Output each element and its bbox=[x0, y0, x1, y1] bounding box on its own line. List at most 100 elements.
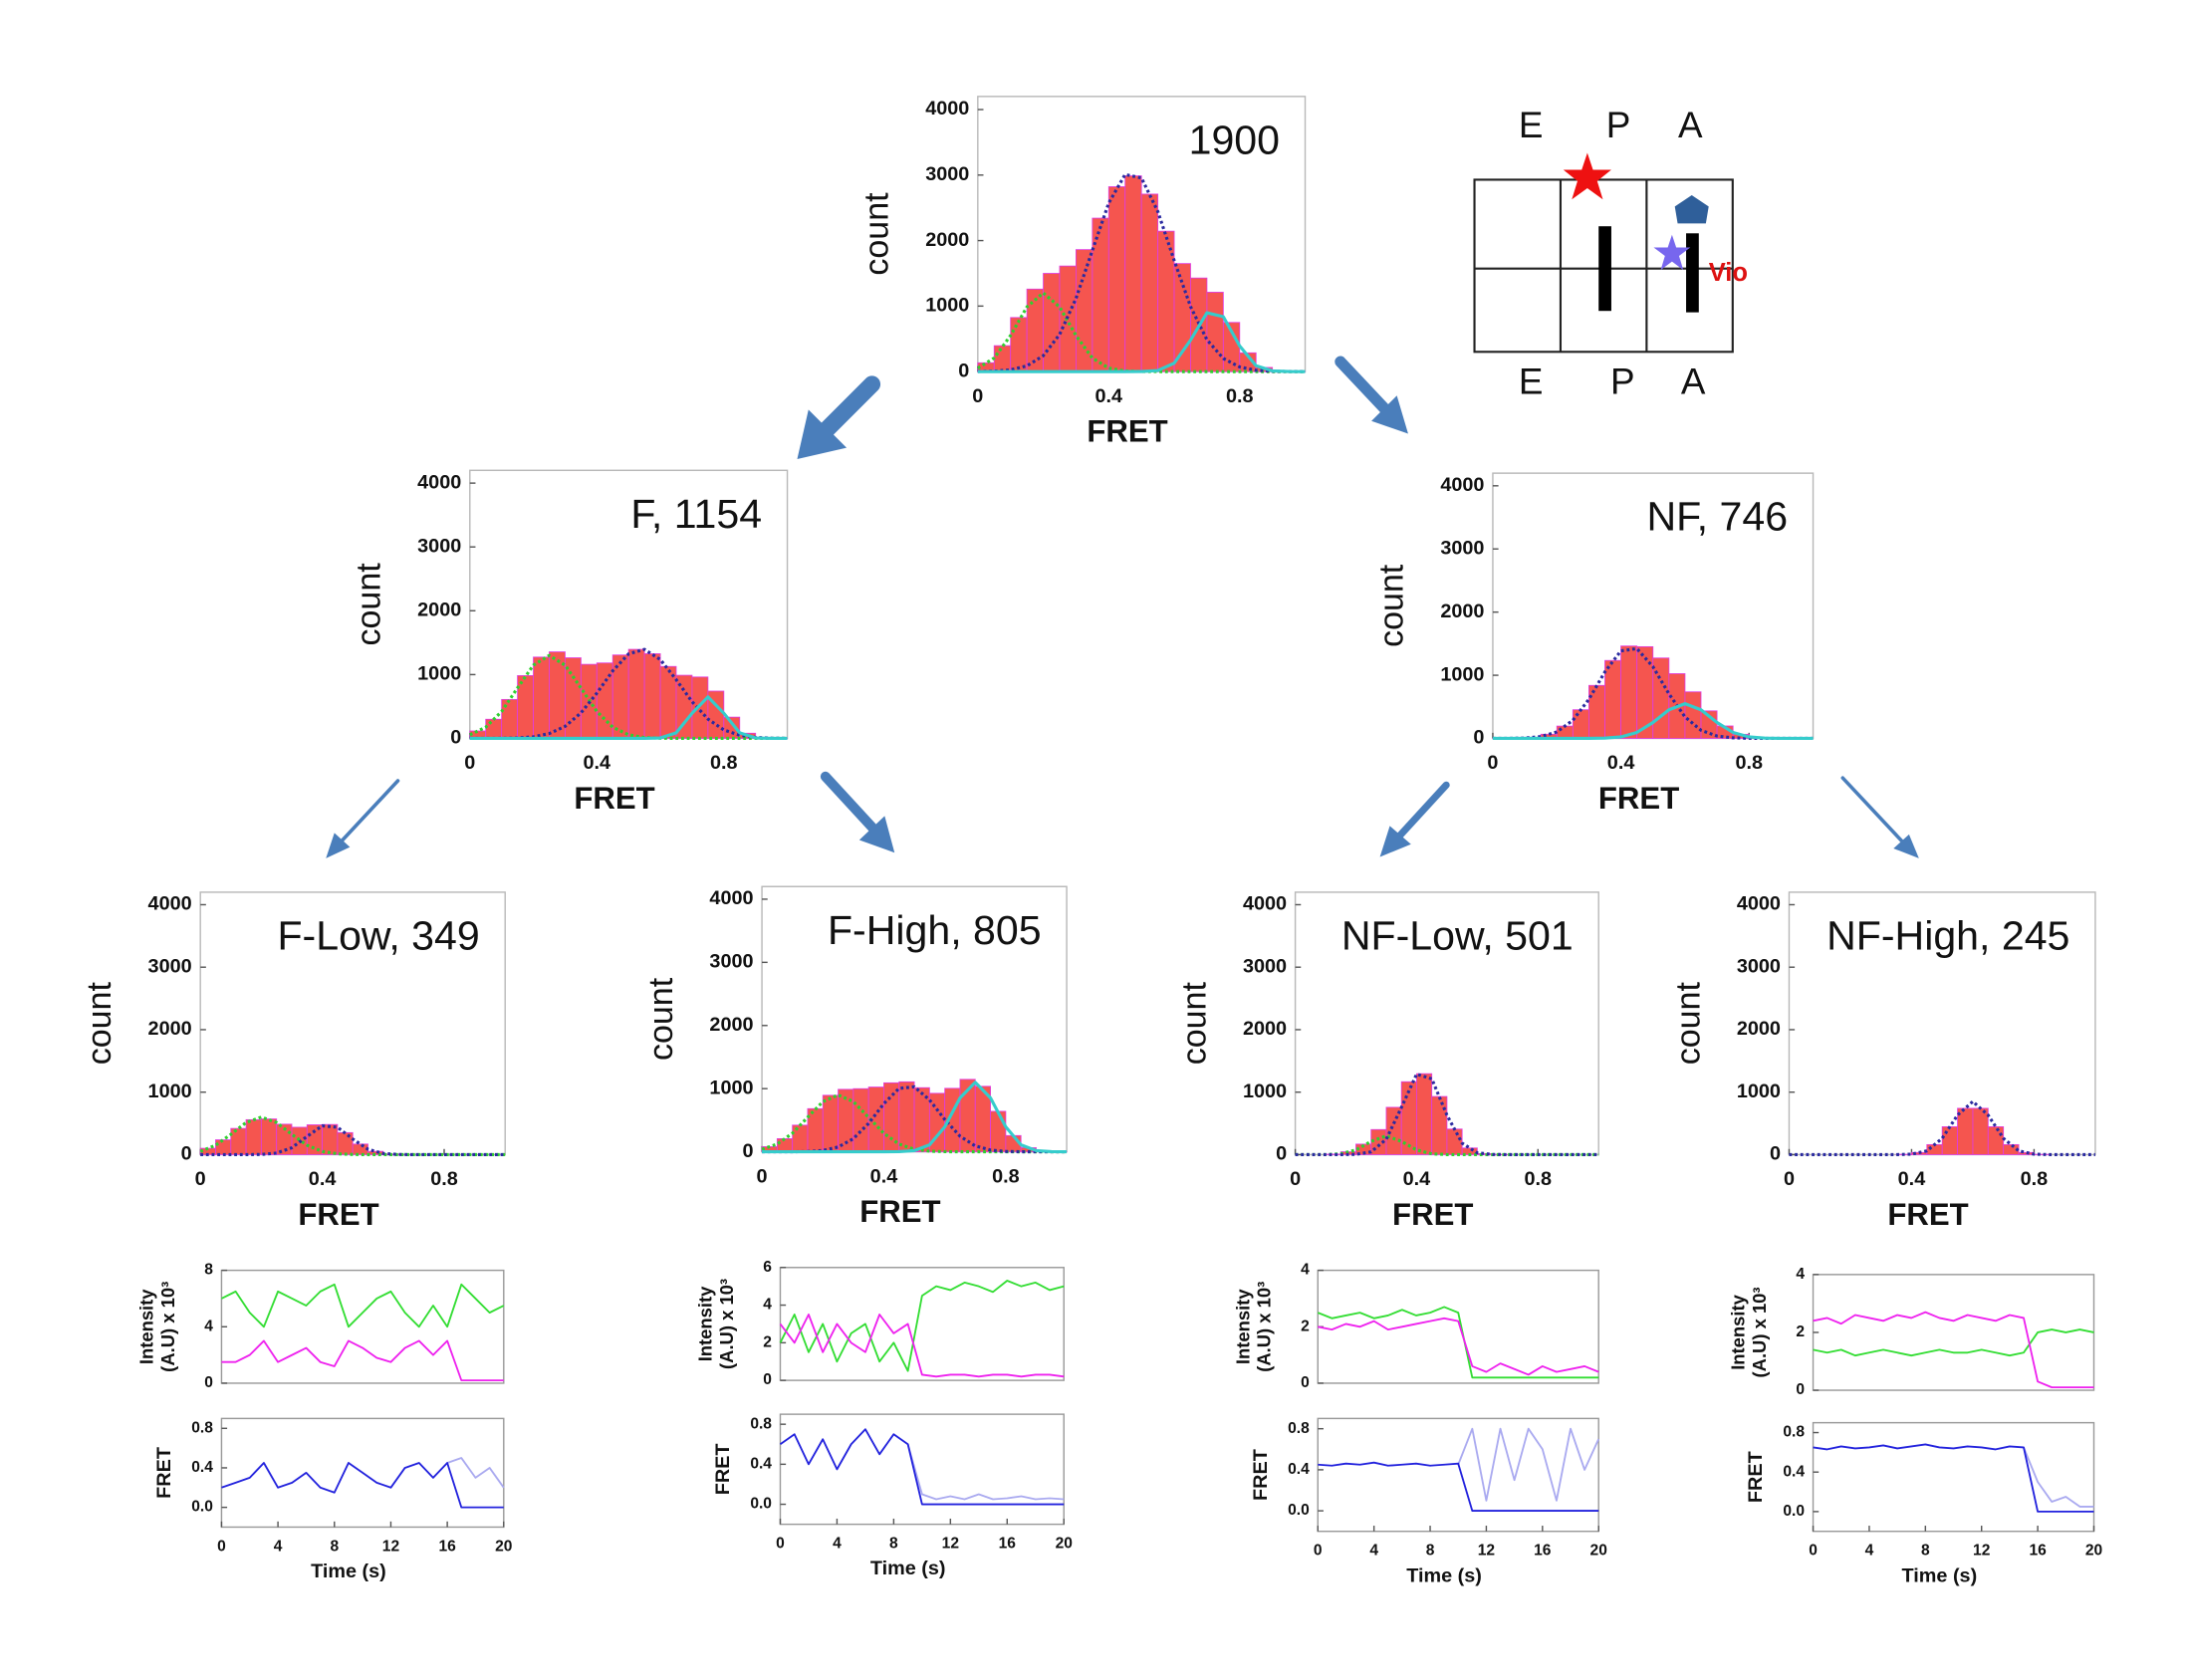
plot-frame bbox=[1317, 1417, 1599, 1533]
fit-curve bbox=[200, 1123, 506, 1156]
plot-frame bbox=[779, 1413, 1065, 1526]
y-tick-label: 0.4 bbox=[191, 1459, 213, 1476]
fit-curve bbox=[1492, 646, 1814, 741]
trace-line bbox=[1813, 1311, 2094, 1389]
y-tick-label: 0.8 bbox=[750, 1415, 772, 1432]
x-tick-label: 0.8 bbox=[992, 1165, 1020, 1187]
trace-chart: 0 2 4 6 Intensity (A.U) x 10³ bbox=[695, 1259, 1065, 1388]
arrow bbox=[337, 779, 400, 846]
histogram-bar bbox=[1588, 684, 1605, 739]
y-axis-label: count bbox=[351, 563, 388, 646]
fit-curve bbox=[1295, 1134, 1599, 1156]
histogram-bar bbox=[1972, 1107, 1989, 1155]
histogram-bar bbox=[627, 648, 645, 739]
y-tick-label: 4000 bbox=[925, 98, 969, 120]
histogram-bar bbox=[1010, 317, 1028, 372]
histogram-bar bbox=[517, 675, 534, 739]
arrows bbox=[326, 356, 1919, 858]
x-tick-label: 16 bbox=[2029, 1543, 2047, 1560]
y-tick-label: 0.0 bbox=[1288, 1502, 1310, 1519]
fit-curve bbox=[761, 1092, 1068, 1154]
y-axis-label: FRET bbox=[1745, 1451, 1767, 1503]
arrow-marker bbox=[1674, 195, 1709, 224]
y-tick-label: 2000 bbox=[1440, 600, 1484, 622]
histogram-bar bbox=[1076, 249, 1094, 372]
histogram-bar bbox=[807, 1107, 824, 1153]
histogram-bar bbox=[852, 1087, 869, 1153]
fit-curve bbox=[762, 1080, 1068, 1154]
y-tick-label: 0.0 bbox=[750, 1496, 772, 1513]
y-axis-label: Intensity bbox=[1728, 1294, 1749, 1369]
trace-line bbox=[779, 1280, 1065, 1372]
trna-p bbox=[1598, 226, 1611, 312]
y-tick-label: 0.0 bbox=[191, 1499, 213, 1516]
arrow bbox=[1840, 776, 1907, 846]
trace-line bbox=[1318, 1461, 1599, 1513]
fit-curve bbox=[469, 653, 788, 741]
histogram-bar bbox=[1572, 709, 1589, 739]
diagram-frame bbox=[1473, 178, 1734, 354]
x-tick-label: 0 bbox=[1487, 752, 1498, 774]
x-tick-label: 0.4 bbox=[1898, 1168, 1926, 1190]
x-tick-label: 20 bbox=[1590, 1543, 1608, 1560]
x-tick-label: 8 bbox=[1426, 1543, 1435, 1560]
histogram-bar bbox=[792, 1124, 809, 1153]
y-tick-label: 1000 bbox=[148, 1080, 192, 1102]
x-tick-label: 16 bbox=[438, 1538, 456, 1555]
x-axis-label: FRET bbox=[298, 1197, 378, 1232]
fit-curve bbox=[977, 291, 1306, 373]
histogram-bar bbox=[1604, 659, 1622, 739]
x-tick-label: 20 bbox=[2085, 1543, 2103, 1560]
histogram-bar bbox=[533, 656, 550, 739]
y-tick-label: 0 bbox=[181, 1143, 192, 1165]
histogram-bar bbox=[1431, 1095, 1448, 1155]
histogram-bar bbox=[898, 1080, 915, 1153]
y-tick-label: 2 bbox=[1301, 1318, 1310, 1334]
y-axis-label: (A.U) x 10³ bbox=[1749, 1287, 1770, 1377]
y-axis-label: count bbox=[1669, 982, 1707, 1066]
histogram-bar bbox=[776, 1137, 794, 1153]
x-axis-label: Time (s) bbox=[1406, 1564, 1482, 1586]
x-tick-label: 12 bbox=[1973, 1543, 1991, 1560]
y-tick-label: 0 bbox=[204, 1374, 213, 1391]
panel-annotation: 1900 bbox=[1189, 117, 1280, 162]
histogram-bar bbox=[322, 1123, 339, 1155]
x-tick-label: 4 bbox=[1369, 1543, 1378, 1560]
y-axis-label: FRET bbox=[1250, 1449, 1272, 1501]
trace-line bbox=[1317, 1306, 1599, 1379]
x-axis-label: FRET bbox=[1392, 1197, 1473, 1232]
site-label: E bbox=[1519, 361, 1544, 402]
y-tick-label: 0 bbox=[450, 727, 461, 749]
histogram-bar bbox=[1140, 193, 1159, 372]
x-tick-label: 0 bbox=[464, 752, 475, 774]
x-tick-label: 20 bbox=[1056, 1536, 1074, 1553]
x-tick-label: 0.8 bbox=[1524, 1168, 1552, 1190]
y-tick-label: 4 bbox=[1796, 1266, 1805, 1283]
purple-star bbox=[1653, 234, 1691, 271]
histogram-chart: 0 1000 2000 3000 4000 0 0.4 0.8 count FRET F-High,… bbox=[642, 885, 1068, 1229]
y-tick-label: 2000 bbox=[925, 229, 969, 251]
trna-a bbox=[1686, 233, 1699, 313]
panel-annotation: F-High, 805 bbox=[828, 907, 1042, 953]
histogram-bar bbox=[1043, 273, 1061, 372]
panel-annotation: NF-Low, 501 bbox=[1341, 913, 1574, 959]
trace-line bbox=[221, 1283, 505, 1328]
panel-annotation: NF, 746 bbox=[1646, 494, 1788, 540]
y-axis-label: FRET bbox=[153, 1447, 175, 1499]
x-tick-label: 4 bbox=[833, 1536, 842, 1553]
arrow-head bbox=[326, 833, 351, 858]
y-tick-label: 0 bbox=[1276, 1143, 1287, 1165]
y-tick-label: 2000 bbox=[148, 1018, 192, 1040]
y-tick-label: 1000 bbox=[1737, 1080, 1781, 1102]
y-tick-label: 2 bbox=[1796, 1323, 1805, 1340]
y-tick-label: 3000 bbox=[1440, 537, 1484, 559]
panel-annotation: F-Low, 349 bbox=[277, 913, 479, 959]
y-axis-label: FRET bbox=[712, 1443, 734, 1495]
arrow bbox=[820, 771, 880, 836]
fit-curve bbox=[1492, 702, 1814, 741]
x-tick-label: 0.4 bbox=[309, 1168, 337, 1190]
fit-curve bbox=[1295, 1073, 1599, 1156]
y-axis-label: Intensity bbox=[1232, 1289, 1253, 1364]
trace-line bbox=[1813, 1328, 2094, 1357]
site-label: P bbox=[1610, 361, 1635, 402]
